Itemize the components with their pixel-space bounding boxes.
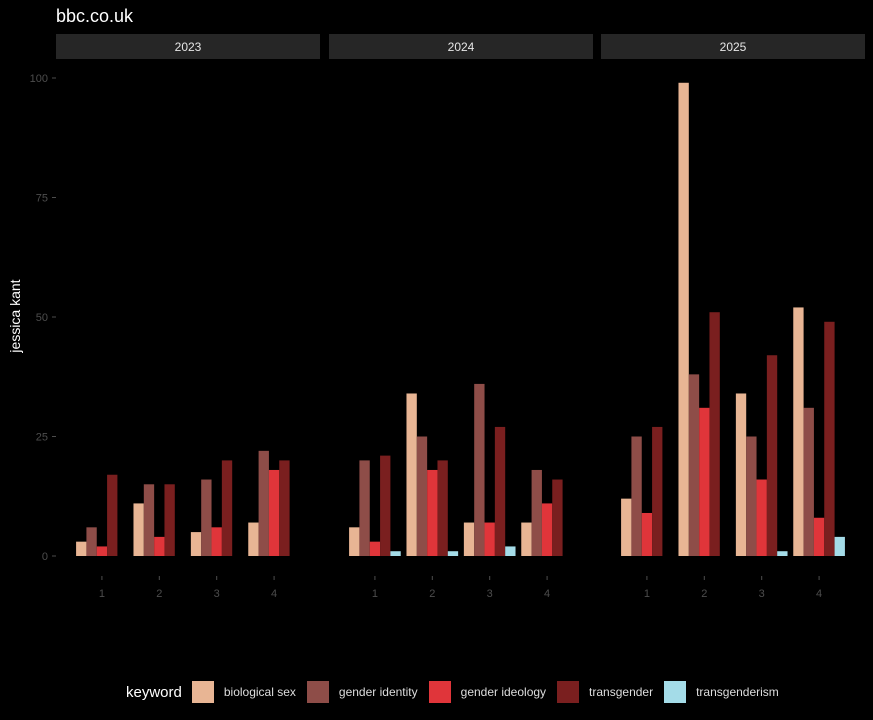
bar <box>631 436 642 556</box>
x-tick-label: 4 <box>544 588 550 600</box>
bar <box>349 527 360 556</box>
bar <box>678 82 689 556</box>
legend: keyword biological sex gender identity g… <box>126 679 790 705</box>
bar <box>777 551 788 556</box>
facet-strip-label: 2025 <box>720 40 747 54</box>
bar <box>699 407 710 556</box>
bar-chart: 0 25 50 75 100 2023 1 2 3 4 2024 1 2 3 4 2025 1 2 3 4 <box>30 34 865 600</box>
bar <box>652 426 663 556</box>
bar <box>621 498 632 556</box>
bar <box>279 460 290 556</box>
bar <box>406 393 417 556</box>
legend-item-gender-ideology: gender ideology <box>428 681 547 703</box>
bar <box>641 512 653 556</box>
legend-title: keyword <box>126 683 182 701</box>
legend-label: transgender <box>589 685 654 699</box>
bar <box>164 484 175 556</box>
bar <box>474 383 485 556</box>
facet-strip <box>329 34 593 59</box>
legend-key <box>306 681 329 703</box>
bar <box>531 469 542 556</box>
bar <box>248 522 259 556</box>
bar <box>447 551 459 556</box>
x-tick-label: 3 <box>759 588 765 600</box>
bar <box>96 546 108 556</box>
bar <box>688 374 700 556</box>
y-tick-label: 50 <box>36 312 48 324</box>
x-tick-label: 1 <box>644 588 650 600</box>
x-tick-label: 2 <box>156 588 162 600</box>
bar <box>793 307 804 556</box>
x-tick-label: 1 <box>372 588 378 600</box>
legend-item-transgenderism: transgenderism <box>664 681 779 703</box>
bar <box>834 536 845 556</box>
bar <box>190 532 202 556</box>
bar <box>221 460 233 556</box>
facet-strip-label: 2024 <box>448 40 475 54</box>
y-tick-label: 25 <box>36 432 48 444</box>
x-tick-label: 3 <box>487 588 493 600</box>
bar <box>143 484 155 556</box>
bar <box>258 450 269 556</box>
facet-strip-label: 2023 <box>175 40 202 54</box>
x-tick-label: 1 <box>99 588 105 600</box>
x-tick-label: 3 <box>214 588 220 600</box>
bar <box>756 479 767 556</box>
legend-label: transgenderism <box>696 685 779 699</box>
legend-label: gender ideology <box>460 685 547 699</box>
bar <box>541 503 553 556</box>
bar <box>416 436 428 556</box>
bar <box>494 426 506 556</box>
bar <box>390 551 401 556</box>
bar <box>766 355 778 556</box>
legend-key <box>664 681 687 703</box>
bar <box>359 460 370 556</box>
legend-key <box>557 681 580 703</box>
chart-title: bbc.co.uk <box>56 6 134 26</box>
bar <box>813 517 825 556</box>
legend-item-gender-identity: gender identity <box>306 681 418 703</box>
facet-strip <box>601 34 865 59</box>
y-tick-label: 0 <box>42 551 48 563</box>
bar <box>107 474 118 556</box>
y-tick-label: 100 <box>30 73 48 85</box>
legend-item-biological-sex: biological sex <box>191 681 296 703</box>
bar <box>552 479 563 556</box>
bar <box>709 312 720 556</box>
legend-label: biological sex <box>223 685 296 699</box>
legend-key <box>191 681 214 703</box>
bar <box>268 469 280 556</box>
bar <box>505 546 516 556</box>
bar <box>154 536 165 556</box>
bar <box>746 436 757 556</box>
bar <box>437 460 448 556</box>
bar <box>735 393 747 556</box>
bar <box>133 503 144 556</box>
x-tick-label: 4 <box>816 588 822 600</box>
bar <box>211 527 222 556</box>
bar <box>427 469 438 556</box>
legend-key <box>428 681 451 703</box>
y-tick-label: 75 <box>36 193 48 205</box>
bar <box>463 522 475 556</box>
bar <box>369 541 381 556</box>
x-tick-label: 4 <box>271 588 277 600</box>
x-tick-label: 2 <box>701 588 707 600</box>
bar <box>803 407 814 556</box>
bar <box>86 527 97 556</box>
bar <box>380 455 391 556</box>
bar <box>484 522 495 556</box>
bar <box>824 321 835 556</box>
bar <box>521 522 532 556</box>
bar <box>201 479 212 556</box>
bar <box>76 541 87 556</box>
legend-item-transgender: transgender <box>557 681 653 703</box>
x-tick-label: 2 <box>429 588 435 600</box>
legend-label: gender identity <box>338 685 418 699</box>
facet-strip <box>56 34 320 59</box>
